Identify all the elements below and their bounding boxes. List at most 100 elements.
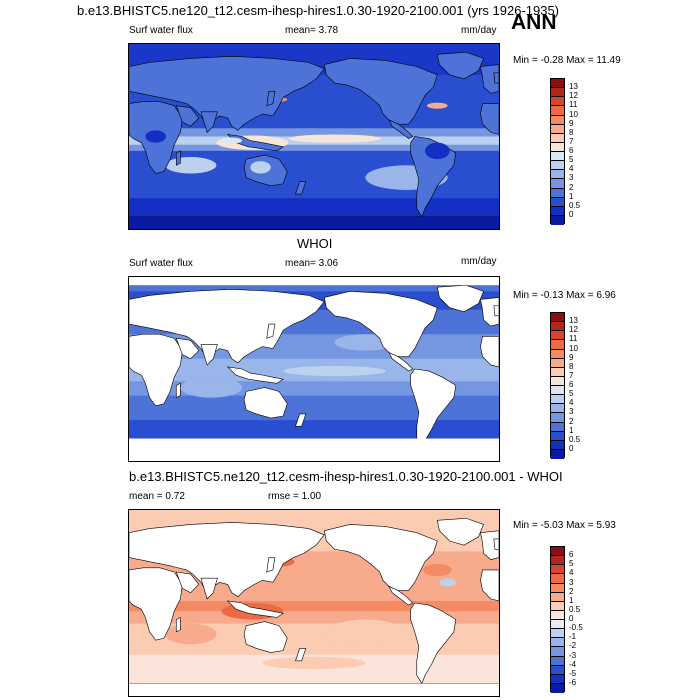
world-map [129,44,499,229]
colorbar-tick-label: 10 [569,109,578,119]
colorbar-segment [551,547,564,557]
colorbar-segment [551,88,564,98]
continent-outline [175,571,200,594]
colorbar-tick-label: 12 [569,325,578,335]
panel-diff-minmax: Min = -5.03 Max = 5.93 [513,520,616,531]
field-blob [250,161,271,174]
panel-diff-map [128,509,500,697]
continent-outline [323,58,438,125]
colorbar-segment [551,638,564,648]
panel-obs-colorbar [550,312,565,459]
panel-model-colorbar [550,78,565,225]
colorbar-tick-label: 5 [569,155,574,165]
colorbar-segment [551,115,564,125]
field-blob [422,563,452,577]
colorbar-segment [551,629,564,639]
colorbar-tick-label: 7 [569,370,574,380]
continent-outline [200,111,218,133]
continent-outline [388,352,414,372]
field-blob [164,623,217,645]
colorbar-segment [551,197,564,207]
colorbar-tick-label: 8 [569,127,574,137]
colorbar-tick-label: 6 [569,146,574,155]
continent-outline [323,291,438,358]
colorbar-tick-label: 0 [569,614,574,623]
colorbar-tick-label: 11 [569,100,578,110]
field-blob [439,578,456,587]
continent-outline [129,567,183,641]
colorbar-segment [551,656,564,666]
colorbar-segment [551,206,564,216]
colorbar-segment [551,601,564,611]
colorbar-tick-label: 4 [569,568,574,578]
continent-outline [129,522,325,598]
colorbar-segment [551,395,564,405]
continent-outline [129,288,325,364]
colorbar-segment [551,215,564,225]
antarctic-field [129,216,499,229]
colorbar-tick-label: -0.5 [569,623,583,633]
continent-outline [226,600,284,618]
continent-outline [493,538,499,550]
continent-outline [295,648,307,662]
colorbar-segment [551,683,564,693]
colorbar-tick-label: 5 [569,389,574,399]
colorbar-tick-label: 1 [569,595,574,605]
colorbar-segment [551,313,564,323]
colorbar-segment [551,188,564,198]
continent-outline [436,51,484,80]
colorbar-segment [551,674,564,684]
colorbar-tick-label: 5 [569,559,574,569]
colorbar-segment [551,440,564,450]
colorbar-tick-label: -5 [569,668,577,678]
continent-outline [388,119,414,139]
colorbar-segment [551,449,564,459]
colorbar-tick-label: 8 [569,361,574,371]
continent-outline [175,382,181,399]
colorbar-segment [551,331,564,341]
continent-outline [266,90,276,107]
colorbar-tick-label: 3 [569,173,574,183]
colorbar-segment [551,179,564,189]
colorbar-tick-label: -3 [569,650,577,660]
continent-outline [410,602,457,685]
continent-outline [175,105,200,127]
panel-obs-units: mm/day [461,256,497,267]
field-blob [288,134,381,143]
continent-outline [436,284,484,313]
panel-obs-variable: Surf water flux [129,258,193,269]
colorbar-tick-label: 11 [569,334,578,344]
field-blob [427,102,448,109]
colorbar-tick-label: 13 [569,82,578,92]
colorbar-tick-label: 2 [569,586,574,596]
panel-diff-rmse: rmse = 1.00 [268,491,322,502]
colorbar-tick-label: 1 [569,191,574,201]
colorbar-segment [551,422,564,432]
panel-model-mean: mean= 3.78 [285,25,339,36]
colorbar-tick-label: 7 [569,136,574,146]
colorbar-segment [551,358,564,368]
colorbar-segment [551,620,564,630]
colorbar-tick-label: 6 [569,380,574,389]
continent-outline [436,517,484,546]
field-blob [262,656,366,670]
field-blob [283,365,386,377]
colorbar-segment [551,170,564,180]
colorbar-segment [551,556,564,566]
panel-model-minmax: Min = -0.28 Max = 11.49 [513,55,621,66]
colorbar-tick-label: -6 [569,677,577,687]
field-blob [425,142,450,160]
panel-model-units: mm/day [461,25,497,36]
colorbar-segment [551,161,564,171]
colorbar-tick-label: 3 [569,407,574,417]
colorbar-tick-label: 2 [569,182,574,192]
panel-diff-title: b.e13.BHISTC5.ne120_t12.cesm-ihesp-hires… [129,469,563,484]
colorbar-tick-label: 4 [569,398,574,408]
continent-outline [243,387,288,419]
colorbar-segment [551,322,564,332]
continent-outline [175,150,181,166]
panel-diff-colorbar [550,546,565,693]
colorbar-segment [551,610,564,620]
continent-outline [175,337,200,360]
